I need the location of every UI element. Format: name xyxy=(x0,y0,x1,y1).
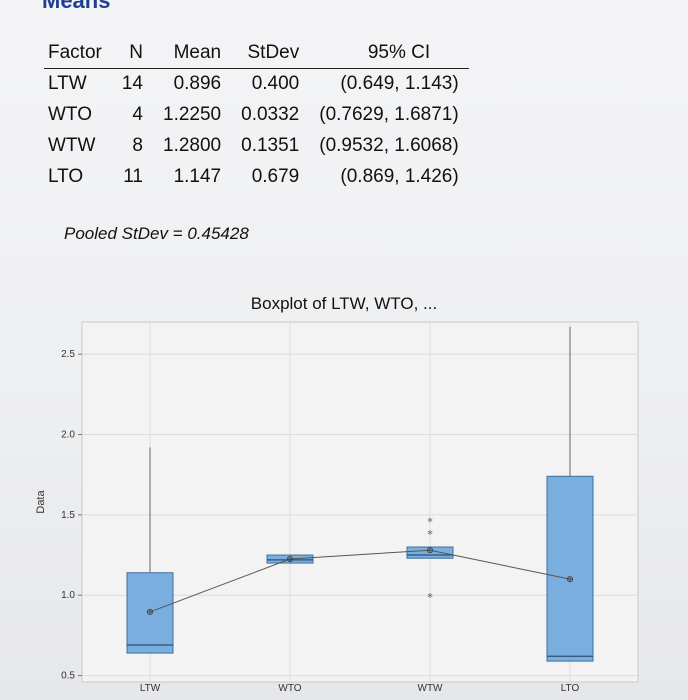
header-mean: Mean xyxy=(153,40,232,69)
table-row: WTW 8 1.2800 0.1351 (0.9532, 1.6068) xyxy=(44,131,469,162)
header-n: N xyxy=(111,40,153,69)
means-table: Factor N Mean StDev 95% CI LTW 14 0.896 … xyxy=(44,40,469,193)
x-tick-label: LTO xyxy=(561,683,580,694)
mean-connect-line xyxy=(146,547,574,615)
boxes: *** xyxy=(126,326,594,662)
table-row: LTO 11 1.147 0.679 (0.869, 1.426) xyxy=(44,162,469,193)
y-tick-label: 1.5 xyxy=(61,510,75,521)
cell-stdev: 0.679 xyxy=(251,166,300,187)
cell-ci: (0.649, 1.143) xyxy=(340,73,459,94)
outlier-mark: * xyxy=(427,515,433,528)
cell-mean: 1.2800 xyxy=(163,135,222,156)
table-header-row: Factor N Mean StDev 95% CI xyxy=(44,40,469,69)
cell-ci: (0.9532, 1.6068) xyxy=(319,135,459,156)
header-ci: 95% CI xyxy=(309,40,469,69)
mean-symbol xyxy=(426,547,434,554)
pooled-stdev: Pooled StDev = 0.45428 xyxy=(64,224,249,243)
box-iqr xyxy=(546,475,594,662)
cell-stdev: 0.1351 xyxy=(241,135,300,156)
chart-title: Boxplot of LTW, WTO, ... xyxy=(250,294,438,313)
table-row: WTO 4 1.2250 0.0332 (0.7629, 1.6871) xyxy=(44,100,469,131)
cell-mean: 1.147 xyxy=(173,166,222,187)
cell-n: 14 xyxy=(121,73,143,94)
header-stdev: StDev xyxy=(231,40,310,69)
y-axis-label: Data xyxy=(35,490,47,514)
x-axis-ticks: LTW WTO WTW LTO xyxy=(140,683,580,694)
x-tick-label: WTO xyxy=(278,683,301,694)
y-axis-ticks: 0.5 1.0 1.5 2.0 2.5 xyxy=(61,349,82,682)
cell-stdev: 0.400 xyxy=(251,73,300,94)
outlier-mark: * xyxy=(427,528,433,541)
header-factor: Factor xyxy=(44,40,112,69)
y-tick-label: 2.0 xyxy=(61,430,75,441)
plot-frame xyxy=(81,321,639,683)
x-tick-label: WTW xyxy=(418,683,444,694)
cell-factor: WTO xyxy=(48,104,92,125)
mean-line xyxy=(149,549,571,613)
cell-n: 8 xyxy=(132,135,143,156)
means-section-title: Means xyxy=(42,0,111,13)
cell-factor: WTW xyxy=(48,135,96,156)
mean-symbol xyxy=(566,576,574,583)
cell-ci: (0.7629, 1.6871) xyxy=(319,104,459,125)
x-tick-label: LTW xyxy=(140,683,161,694)
mean-symbol xyxy=(146,608,154,615)
cell-ci: (0.869, 1.426) xyxy=(340,166,459,187)
cell-mean: 1.2250 xyxy=(163,104,222,125)
y-tick-label: 2.5 xyxy=(61,349,75,360)
cell-n: 4 xyxy=(132,104,143,125)
cell-factor: LTO xyxy=(48,166,84,187)
y-tick-label: 1.0 xyxy=(61,590,75,601)
cell-factor: LTW xyxy=(48,73,87,94)
mean-symbol xyxy=(286,556,294,563)
cell-stdev: 0.0332 xyxy=(241,104,300,125)
outlier-mark: * xyxy=(427,591,433,604)
cell-mean: 0.896 xyxy=(173,73,222,94)
table-row: LTW 14 0.896 0.400 (0.649, 1.143) xyxy=(44,69,469,101)
y-tick-label: 0.5 xyxy=(61,671,75,682)
cell-n: 11 xyxy=(123,166,143,187)
box-lto xyxy=(546,326,594,662)
